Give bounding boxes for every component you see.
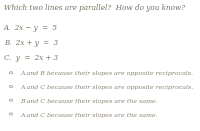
Text: Which two lines are parallel?  How do you know?: Which two lines are parallel? How do you… <box>4 4 185 12</box>
Text: A and B because their slopes are opposite reciprocals.: A and B because their slopes are opposit… <box>20 71 193 76</box>
Text: B.  2x + y  =  3: B. 2x + y = 3 <box>4 39 58 47</box>
Text: A and C because their slopes are opposite reciprocals.: A and C because their slopes are opposit… <box>20 85 193 90</box>
Text: A.  2x − y  =  5: A. 2x − y = 5 <box>4 24 58 32</box>
Text: C.  y  =  2x + 3: C. y = 2x + 3 <box>4 54 58 62</box>
Text: B and C because their slopes are the same.: B and C because their slopes are the sam… <box>20 99 158 104</box>
Text: A and C because their slopes are the same.: A and C because their slopes are the sam… <box>20 113 158 118</box>
